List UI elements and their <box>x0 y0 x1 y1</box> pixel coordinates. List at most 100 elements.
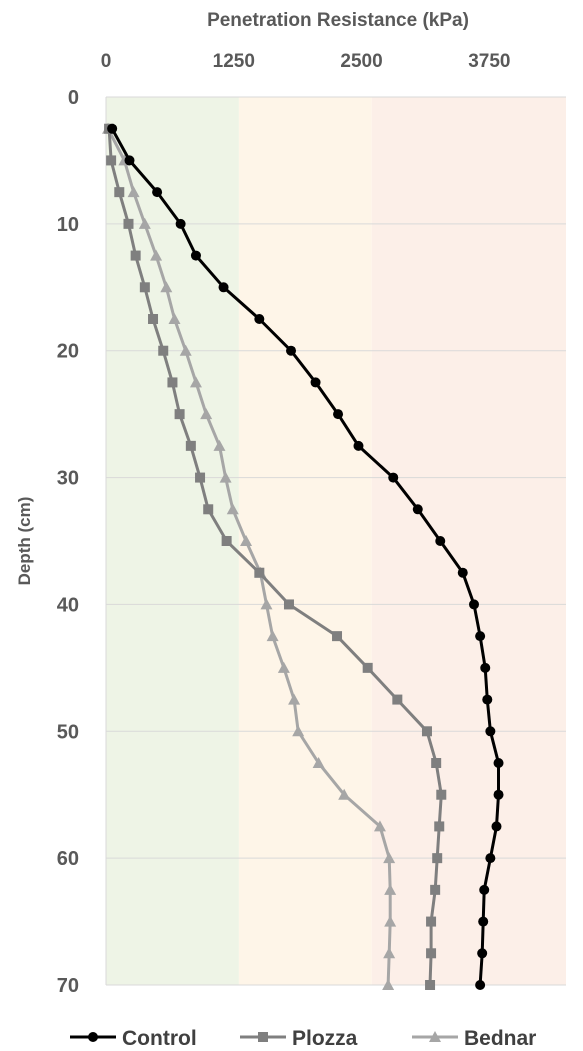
x-tick-label-1250: 1250 <box>213 51 255 72</box>
data-point-control-24 <box>479 884 490 895</box>
y-tick-label-0: 0 <box>68 87 79 109</box>
y-tick-label-40: 40 <box>57 594 79 616</box>
data-point-plozza-6 <box>148 314 159 324</box>
data-point-control-25 <box>478 916 489 927</box>
data-point-plozza-1 <box>106 155 117 166</box>
data-point-bednar-23 <box>383 852 396 864</box>
legend-item-bednar: Bednar <box>412 1027 536 1050</box>
data-point-plozza-8 <box>167 377 178 388</box>
plot-background <box>106 97 566 985</box>
y-tick-label-70: 70 <box>57 975 79 997</box>
data-point-bednar-20 <box>312 757 325 768</box>
data-point-control-0 <box>107 123 118 134</box>
series-line-bednar <box>106 128 392 986</box>
data-point-control-17 <box>480 662 491 673</box>
legend-swatch-marker-plozza <box>258 1032 268 1042</box>
data-point-bednar-17 <box>277 661 290 673</box>
data-point-control-13 <box>435 536 446 546</box>
data-point-control-20 <box>493 758 504 768</box>
x-tick-label-3750: 3750 <box>468 51 510 72</box>
data-point-plozza-14 <box>254 567 265 578</box>
data-point-plozza-21 <box>436 789 447 800</box>
data-point-plozza-17 <box>362 662 373 673</box>
data-point-plozza-23 <box>432 853 443 864</box>
data-point-plozza-7 <box>158 345 169 356</box>
data-point-plozza-24 <box>430 884 441 895</box>
legend-item-control: Control <box>70 1027 197 1050</box>
data-point-plozza-5 <box>139 282 150 293</box>
data-point-bednar-15 <box>260 598 273 610</box>
data-point-bednar-16 <box>266 630 279 642</box>
x-axis-title: Penetration Resistance (kPa) <box>207 10 469 31</box>
y-tick-label-20: 20 <box>57 341 79 363</box>
data-point-plozza-20 <box>431 758 442 768</box>
series-plozza <box>104 123 447 990</box>
data-point-control-9 <box>333 409 344 420</box>
data-point-control-6 <box>254 314 265 324</box>
data-point-plozza-3 <box>123 218 134 229</box>
data-point-plozza-2 <box>114 187 125 198</box>
x-tick-label-0: 0 <box>101 51 112 72</box>
data-point-control-11 <box>388 472 399 483</box>
data-point-bednar-24 <box>384 883 397 895</box>
data-point-bednar-21 <box>338 788 351 800</box>
data-point-plozza-26 <box>426 948 437 959</box>
legend-item-plozza: Plozza <box>240 1027 358 1050</box>
data-point-control-10 <box>353 440 364 451</box>
data-point-bednar-11 <box>219 471 232 483</box>
data-point-bednar-8 <box>189 376 202 388</box>
legend: Control Plozza Bednar <box>70 1027 536 1050</box>
data-point-bednar-25 <box>384 915 397 927</box>
data-point-bednar-26 <box>383 947 396 959</box>
legend-label-bednar: Bednar <box>464 1027 536 1050</box>
data-point-bednar-6 <box>168 313 181 324</box>
data-point-control-15 <box>469 599 479 610</box>
data-point-bednar-22 <box>373 820 386 832</box>
y-tick-labels: 0 10 20 30 40 50 60 70 <box>57 87 79 997</box>
background-band-0 <box>106 97 239 985</box>
data-point-plozza-27 <box>425 980 436 990</box>
data-point-bednar-19 <box>292 725 305 737</box>
data-point-control-26 <box>477 948 488 959</box>
data-point-bednar-7 <box>179 344 192 356</box>
data-point-plozza-13 <box>221 536 232 546</box>
data-point-control-21 <box>493 789 504 800</box>
data-point-control-27 <box>475 980 486 990</box>
x-tick-labels: 0 1250 2500 3750 <box>101 51 511 72</box>
data-point-bednar-12 <box>226 503 239 515</box>
data-point-bednar-4 <box>150 249 163 261</box>
data-point-control-8 <box>310 377 321 388</box>
series-line-plozza <box>107 128 443 986</box>
series-lines <box>102 122 504 990</box>
series-line-control <box>110 127 500 986</box>
data-point-control-19 <box>485 726 496 737</box>
data-point-bednar-3 <box>138 217 151 229</box>
data-point-control-14 <box>457 567 468 578</box>
data-point-bednar-13 <box>240 535 253 546</box>
background-band-1 <box>238 97 372 985</box>
data-point-plozza-22 <box>434 821 445 832</box>
data-point-plozza-11 <box>195 472 206 483</box>
legend-swatch-marker-control <box>88 1032 98 1042</box>
data-point-bednar-27 <box>382 979 395 990</box>
data-point-plozza-9 <box>174 409 185 420</box>
data-point-bednar-5 <box>160 281 173 293</box>
data-point-control-3 <box>175 218 186 229</box>
data-point-control-22 <box>491 821 502 832</box>
data-point-control-7 <box>286 345 297 356</box>
legend-swatch-marker-bednar <box>429 1031 441 1042</box>
y-tick-label-50: 50 <box>57 721 79 743</box>
legend-label-control: Control <box>122 1027 197 1050</box>
data-point-control-4 <box>190 250 201 261</box>
y-axis-title: Depth (cm) <box>15 497 34 586</box>
series-control <box>107 123 504 990</box>
data-point-control-18 <box>482 694 493 705</box>
data-point-control-5 <box>218 282 229 293</box>
data-point-plozza-15 <box>283 599 294 610</box>
legend-label-plozza: Plozza <box>292 1027 358 1050</box>
data-point-control-1 <box>124 155 135 166</box>
x-tick-label-2500: 2500 <box>340 51 382 72</box>
y-tick-label-60: 60 <box>57 848 79 870</box>
data-point-plozza-12 <box>203 504 214 515</box>
data-point-plozza-4 <box>130 250 141 261</box>
